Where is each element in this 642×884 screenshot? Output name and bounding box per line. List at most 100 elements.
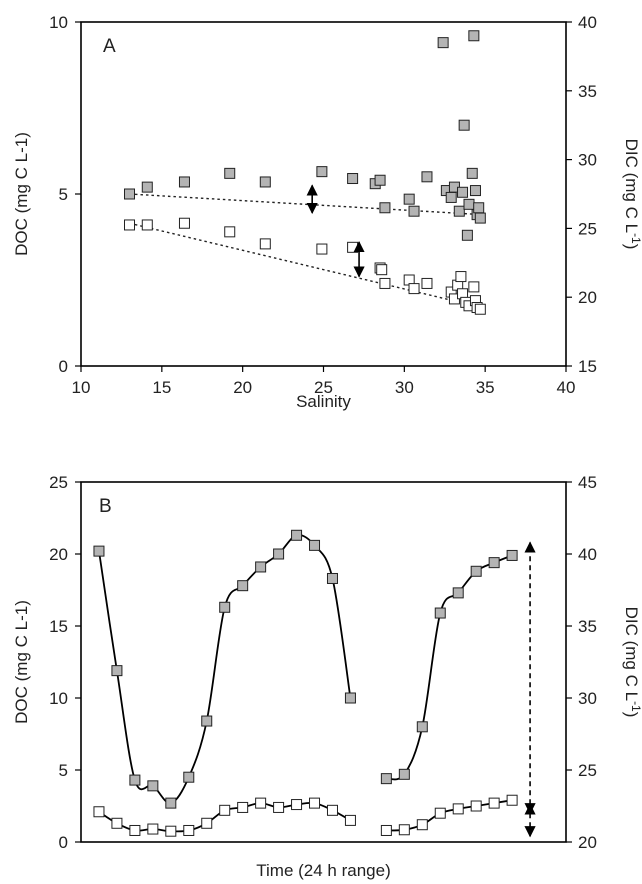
panel-b-dic-point xyxy=(147,780,159,792)
panel-a-dic-point xyxy=(458,119,470,131)
panel-a-dic-point xyxy=(379,202,391,214)
panel-b-x-axis-title: Time (24 h range) xyxy=(256,861,390,880)
panel-b-y2-tick-label: 35 xyxy=(578,617,597,636)
panel-b-dic-point xyxy=(255,561,267,573)
panel-a-doc-point xyxy=(124,219,135,231)
panel-a-doc-point xyxy=(455,271,467,283)
panel-a-dic-point xyxy=(473,202,485,214)
panel-b-doc-point xyxy=(488,797,500,809)
panel-b-y-tick-label: 10 xyxy=(49,689,68,708)
panel-a-y2-tick-label: 30 xyxy=(578,151,597,170)
panel-b-doc-point xyxy=(129,824,141,836)
panel-a-dic-point xyxy=(141,181,153,193)
panel-a-doc-point xyxy=(316,243,328,255)
panel-b-doc-point xyxy=(237,801,249,813)
panel-a-dic-point xyxy=(124,188,135,200)
panel-a-dic-point xyxy=(421,171,433,183)
panel-a-dic-point xyxy=(474,212,486,224)
panel-a-dic-point xyxy=(457,186,469,198)
panel-b-y-tick-label: 20 xyxy=(49,545,68,564)
panel-b-doc-point xyxy=(434,807,446,819)
panel-a-label: A xyxy=(103,36,116,57)
panel-a-x-tick-label: 40 xyxy=(557,378,576,397)
panel-b-dic-point xyxy=(326,572,338,584)
panel-a-dic-point xyxy=(461,229,473,241)
panel-b-doc-point xyxy=(416,819,428,831)
panel-a-y-tick-label: 5 xyxy=(59,185,68,204)
panel-b-y2-tick-label: 25 xyxy=(578,761,597,780)
panel-b-doc-point xyxy=(201,817,213,829)
panel-b-dic-line xyxy=(98,534,352,805)
panel-a-y2-axis-title: DIC (mg C L-1) xyxy=(622,139,642,250)
panel-a-y-axis-title: DOC (mg C L-1) xyxy=(12,132,31,256)
panel-b-dic-line xyxy=(386,554,513,781)
panel-a-y2-tick-label: 15 xyxy=(578,357,597,376)
panel-b-doc-point xyxy=(219,804,231,816)
panel-b-doc-point xyxy=(111,817,123,829)
panel-b-doc-point xyxy=(452,803,464,815)
panel-a-plot-frame xyxy=(80,21,567,367)
panel-a-doc-point xyxy=(141,219,153,231)
panel-b-dic-point xyxy=(183,771,195,783)
panel-a-doc-point xyxy=(474,303,486,315)
panel-b-doc-point xyxy=(398,824,410,836)
panel-a-doc-point xyxy=(347,241,359,253)
panel-a-dic-point xyxy=(347,173,359,185)
panel-b-dic-point xyxy=(273,548,285,560)
panel-b-dic-point xyxy=(201,715,213,727)
panel-a-dic-point xyxy=(469,185,481,197)
panel-a-doc-point xyxy=(224,226,236,238)
panel-b-dic-point xyxy=(291,529,303,541)
panel-a-dic-point xyxy=(408,205,420,217)
panel-a-x-tick-label: 20 xyxy=(233,378,252,397)
panel-a-doc-point xyxy=(379,277,391,289)
panel-b-dic-point xyxy=(380,773,392,785)
panel-a-x-tick-label: 30 xyxy=(395,378,414,397)
panel-b-doc-point xyxy=(147,823,159,835)
panel-a-dic-point xyxy=(224,167,236,179)
panel-b-doc-point xyxy=(344,814,356,826)
panel-a-x-tick-label: 35 xyxy=(476,378,495,397)
panel-b-dic-point xyxy=(93,545,105,557)
panel-a-y2-tick-label: 40 xyxy=(578,13,597,32)
panel-b-dic-point xyxy=(219,601,231,613)
panel-a-doc-point xyxy=(178,217,190,229)
panel-b-dic-point xyxy=(434,607,446,619)
panel-a-doc-point xyxy=(259,238,271,250)
panel-b-dic-point xyxy=(165,797,177,809)
panel-a-x-tick-label: 15 xyxy=(152,378,171,397)
panel-a-x-axis-title: Salinity xyxy=(296,392,351,411)
panel-b-y-tick-label: 5 xyxy=(59,761,68,780)
panel-b-dic-point xyxy=(506,549,518,561)
panel-b-y2-tick-label: 40 xyxy=(578,545,597,564)
panel-a-x-tick-label: 10 xyxy=(72,378,91,397)
panel-a-y-tick-label: 0 xyxy=(59,357,68,376)
panel-a-dic-point xyxy=(437,37,449,49)
panel-b-dic-point xyxy=(470,565,482,577)
panel-b-doc-point xyxy=(380,824,392,836)
panel-a-doc-point xyxy=(421,277,433,289)
panel-b-doc-point xyxy=(183,824,195,836)
panel-b-y-axis-title: DOC (mg C L-1) xyxy=(12,600,31,724)
panel-a-doc-point xyxy=(468,281,480,293)
panel-a-doc-point xyxy=(408,283,420,295)
panel-b-doc-point xyxy=(326,804,338,816)
panel-b-dic-point xyxy=(309,539,321,551)
panel-b-y2-tick-label: 30 xyxy=(578,689,597,708)
panel-a-trendline xyxy=(129,193,482,216)
panel-b-dic-point xyxy=(237,580,249,592)
panel-a-dic-point xyxy=(374,174,386,186)
panel-a-trendline xyxy=(129,222,483,309)
panel-a-dic-point xyxy=(403,193,415,205)
panel-b-dic-point xyxy=(416,721,428,733)
panel-b-dic-point xyxy=(398,768,410,780)
panel-b-doc-point xyxy=(165,825,177,837)
panel-a-y2-tick-label: 25 xyxy=(578,219,597,238)
panel-a-dic-point xyxy=(178,176,190,188)
panel-b-doc-point xyxy=(255,797,267,809)
panel-b-plot-frame xyxy=(80,481,567,843)
panel-b-dic-point xyxy=(111,665,123,677)
panel-a-dic-point xyxy=(468,30,480,42)
panel-b-dic-point xyxy=(452,587,464,599)
